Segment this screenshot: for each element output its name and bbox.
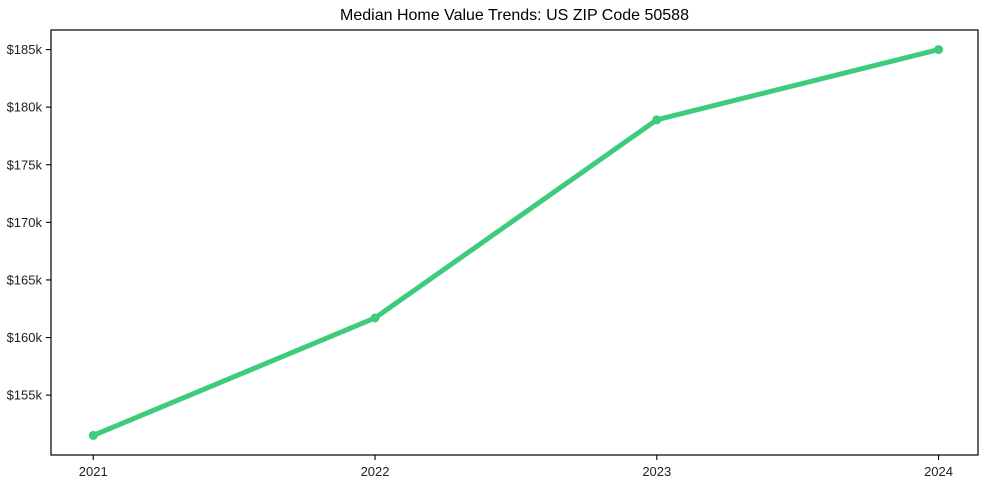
x-tick-label: 2024: [924, 464, 953, 479]
y-tick-label: $170k: [7, 215, 43, 230]
x-tick-label: 2023: [642, 464, 671, 479]
data-point-marker: [370, 313, 380, 323]
plot-frame: [50, 29, 979, 456]
y-tick-label: $185k: [7, 42, 43, 57]
data-point-marker: [88, 430, 98, 440]
y-tick-label: $175k: [7, 157, 43, 172]
chart-title: Median Home Value Trends: US ZIP Code 50…: [340, 7, 689, 24]
trend-line: [90, 47, 942, 438]
x-tick-label: 2021: [79, 464, 108, 479]
y-tick-label: $180k: [7, 100, 43, 115]
y-tick-label: $160k: [7, 330, 43, 345]
x-tick-label: 2022: [361, 464, 390, 479]
data-point-marker: [652, 115, 662, 125]
y-tick-label: $165k: [7, 272, 43, 287]
y-tick-label: $155k: [7, 388, 43, 403]
data-point-marker: [934, 45, 944, 55]
